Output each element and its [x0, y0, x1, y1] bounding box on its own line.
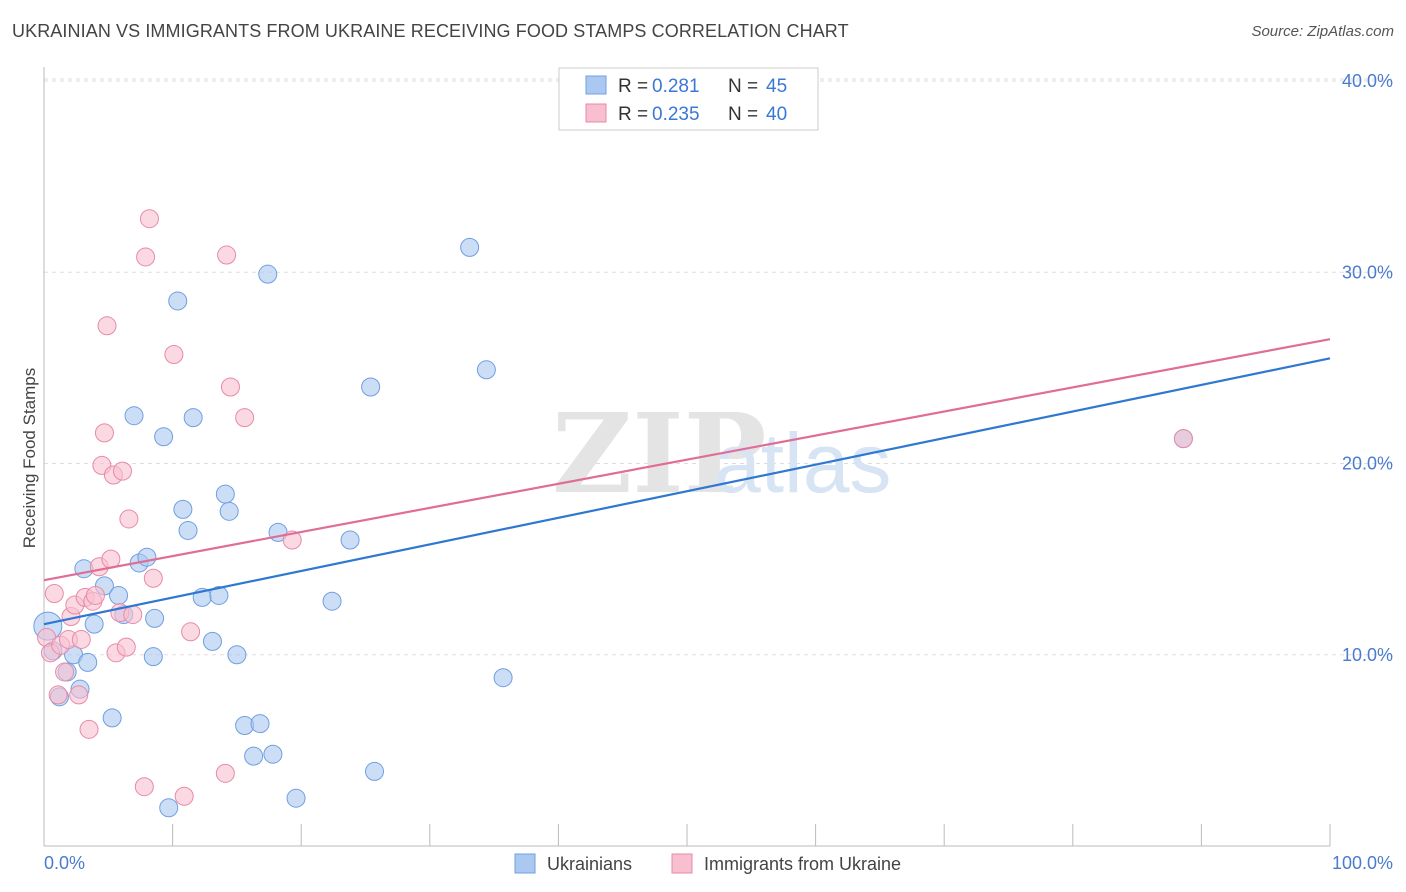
point-immigrants	[143, 568, 163, 588]
point-ukrainians	[102, 708, 122, 728]
point-immigrants	[136, 247, 156, 267]
y-tick-label: 20.0%	[1342, 454, 1393, 474]
point-ukrainians	[183, 408, 203, 428]
y-tick-label: 30.0%	[1342, 262, 1393, 282]
point-immigrants	[48, 685, 68, 705]
point-ukrainians	[322, 591, 342, 611]
point-ukrainians	[145, 608, 165, 628]
series-legend: Ukrainians Immigrants from Ukraine	[514, 853, 901, 874]
point-immigrants	[85, 585, 105, 605]
point-immigrants	[215, 763, 235, 783]
legend-r-label-blue: R =	[618, 76, 648, 97]
x-tick-label-max: 100.0%	[1332, 853, 1393, 873]
point-ukrainians	[244, 746, 264, 766]
point-ukrainians	[219, 501, 239, 521]
point-ukrainians	[460, 237, 480, 257]
point-immigrants	[69, 685, 89, 705]
point-immigrants	[1173, 429, 1193, 449]
watermark-atlas: atlas	[714, 416, 891, 510]
point-immigrants	[79, 719, 99, 739]
axes	[43, 67, 1331, 847]
point-ukrainians	[365, 761, 385, 781]
series-legend-label-immigrants: Immigrants from Ukraine	[704, 854, 901, 874]
point-ukrainians	[227, 645, 247, 665]
point-immigrants	[94, 423, 114, 443]
correlation-legend: R = 0.281 N = 45 R = 0.235 N = 40	[558, 67, 819, 131]
point-immigrants	[174, 786, 194, 806]
point-ukrainians	[209, 585, 229, 605]
series-legend-swatch-ukrainians	[514, 853, 536, 874]
trend-lines	[43, 338, 1331, 626]
point-immigrants	[112, 461, 132, 481]
legend-swatch-blue	[585, 75, 607, 95]
trend-line-ukrainians	[43, 357, 1331, 626]
legend-r-label-pink: R =	[618, 104, 648, 125]
point-immigrants	[139, 209, 159, 229]
legend-r-value-blue: 0.281	[652, 76, 700, 97]
point-immigrants	[71, 629, 91, 649]
point-ukrainians	[84, 614, 104, 634]
point-ukrainians	[250, 714, 270, 734]
point-ukrainians	[143, 647, 163, 667]
series-ukrainians-points	[33, 237, 1193, 818]
point-ukrainians	[78, 652, 98, 672]
legend-r-value-pink: 0.235	[652, 104, 700, 125]
y-axis-label: Receiving Food Stamps	[20, 368, 39, 548]
point-ukrainians	[124, 406, 144, 426]
point-ukrainians	[159, 798, 179, 818]
point-immigrants	[217, 245, 237, 265]
point-immigrants	[181, 622, 201, 642]
point-immigrants	[55, 662, 75, 682]
point-ukrainians	[173, 499, 193, 519]
chart-source: Source: ZipAtlas.com	[1251, 23, 1394, 40]
point-immigrants	[119, 509, 139, 529]
legend-swatch-pink	[585, 103, 607, 123]
point-immigrants	[235, 408, 255, 428]
legend-n-value-pink: 40	[766, 104, 787, 125]
series-legend-swatch-immigrants	[671, 853, 693, 874]
x-tick-labels: 0.0% 100.0%	[44, 853, 1393, 873]
y-tick-label: 40.0%	[1342, 71, 1393, 91]
point-ukrainians	[215, 484, 235, 504]
trend-line-immigrants	[43, 338, 1331, 582]
x-tick-label-min: 0.0%	[44, 853, 85, 873]
point-ukrainians	[340, 530, 360, 550]
point-ukrainians	[263, 744, 283, 764]
point-immigrants	[123, 605, 143, 625]
series-legend-label-ukrainians: Ukrainians	[547, 854, 632, 874]
point-ukrainians	[154, 427, 174, 447]
point-immigrants	[134, 777, 154, 797]
grid-lines	[44, 78, 1393, 656]
point-immigrants	[220, 377, 240, 397]
y-tick-label: 10.0%	[1342, 645, 1393, 665]
y-tick-labels: 10.0% 20.0% 30.0% 40.0%	[1342, 71, 1393, 665]
legend-n-label-pink: N =	[728, 104, 758, 125]
point-ukrainians	[178, 520, 198, 540]
point-ukrainians	[168, 291, 188, 311]
chart-title: UKRAINIAN VS IMMIGRANTS FROM UKRAINE REC…	[12, 21, 849, 41]
point-immigrants	[116, 637, 136, 657]
point-ukrainians	[493, 668, 513, 688]
point-ukrainians	[258, 264, 278, 284]
point-immigrants	[44, 584, 64, 604]
point-ukrainians	[137, 547, 157, 567]
point-ukrainians	[286, 788, 306, 808]
point-ukrainians	[109, 585, 129, 605]
point-immigrants	[97, 316, 117, 336]
point-immigrants	[164, 344, 184, 364]
legend-n-value-blue: 45	[766, 76, 787, 97]
point-ukrainians	[476, 360, 496, 380]
point-ukrainians	[361, 377, 381, 397]
point-ukrainians	[202, 631, 222, 651]
legend-n-label-blue: N =	[728, 76, 758, 97]
